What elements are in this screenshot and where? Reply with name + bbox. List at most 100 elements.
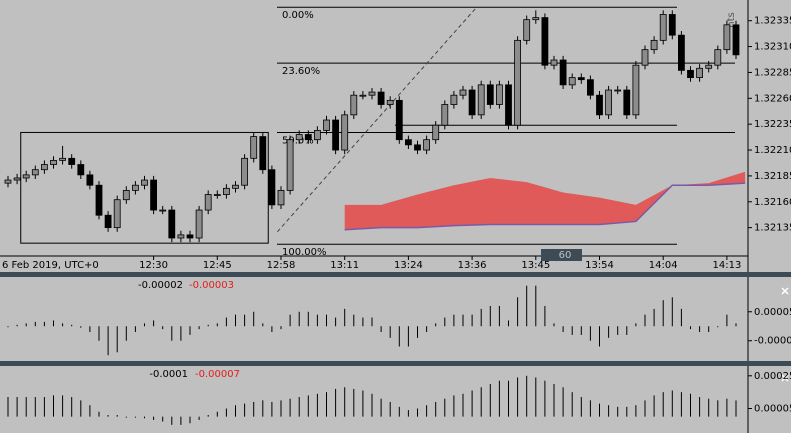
indicator-value: -0.00007 (195, 369, 240, 380)
candle-body (596, 94, 603, 116)
close-indicator[interactable] (781, 374, 789, 382)
candle-body (4, 179, 12, 184)
candle-body (468, 89, 476, 116)
y-tick-label: -0.00005 (754, 336, 791, 347)
candle-body (550, 59, 558, 66)
candle-body (532, 17, 540, 21)
y-tick-label: 1.32285 (754, 67, 791, 78)
candle-body (404, 139, 412, 146)
x-tick-label: 12:30 (139, 260, 168, 271)
panel-separator[interactable] (0, 361, 791, 366)
candle-body (204, 194, 212, 211)
indicator-value: -0.00002 (138, 280, 183, 291)
candle-body (195, 209, 203, 239)
candle-body (541, 17, 549, 66)
x-tick-label: 13:54 (585, 260, 614, 271)
candle-body (141, 179, 148, 186)
candle-body (323, 119, 330, 131)
y-tick-label: 1.32260 (754, 93, 791, 104)
x-tick-label: 13:36 (458, 260, 487, 271)
cloud-edge (344, 182, 746, 231)
candle-body (222, 187, 230, 195)
y-tick-label: 1.32160 (754, 197, 791, 208)
candle-body (77, 164, 85, 176)
candle-body (505, 84, 512, 126)
candle-body (50, 159, 57, 165)
y-tick-label: 1.32185 (754, 171, 791, 182)
candle-body (395, 99, 403, 141)
candle-body (104, 214, 112, 229)
y-tick-label: 0.00005 (754, 403, 791, 414)
y-tick-label: 1.32210 (754, 145, 791, 156)
y-tick-label: 1.32135 (754, 223, 791, 234)
indicator-value: -0.0001 (149, 369, 188, 380)
period-box (541, 249, 582, 261)
candle-body (277, 189, 285, 206)
x-tick-label: 13:45 (521, 260, 550, 271)
candle-body (250, 136, 258, 159)
x-tick-label: 13:11 (330, 260, 359, 271)
candle-body (131, 184, 139, 191)
candle-body (668, 14, 676, 36)
trend-line (276, 6, 478, 233)
candle-body (486, 84, 494, 105)
candle-body (368, 91, 376, 96)
candle-body (514, 39, 521, 126)
candle-body (22, 174, 30, 179)
candle-body (41, 164, 48, 171)
candle-body (723, 24, 731, 51)
date-label: 6 Feb 2019, UTC+0 (2, 260, 99, 271)
y-tick-label: 1.32235 (754, 119, 791, 130)
candle-body (241, 157, 249, 186)
candle-body (68, 157, 76, 165)
candle-body (705, 64, 713, 69)
y-tick-label: 0.00005 (754, 307, 791, 318)
candle-body (641, 49, 649, 66)
candle-body (341, 114, 349, 151)
candle-body (605, 89, 612, 116)
candle-body (714, 49, 722, 66)
candle-body (495, 84, 503, 105)
candle-body (386, 99, 394, 105)
y-tick-label: 1.32310 (754, 42, 791, 53)
x-tick-label: 13:24 (394, 260, 423, 271)
panel-separator[interactable] (0, 272, 791, 277)
close-indicator[interactable] (781, 287, 789, 295)
candle-body (13, 177, 21, 181)
candle-body (450, 94, 458, 105)
candle-body (313, 129, 321, 141)
period-label: 60 (559, 250, 572, 261)
candle-body (177, 234, 185, 239)
candle-body (623, 89, 631, 116)
y-tick-label: 1.32335 (754, 16, 791, 27)
candle-body (168, 209, 176, 239)
candle-body (232, 184, 239, 189)
x-tick-label: 14:04 (649, 260, 678, 271)
corner-label: nts (726, 12, 737, 27)
candle-body (59, 157, 66, 161)
x-tick-label: 12:45 (203, 260, 232, 271)
fib-label: 23.60% (282, 66, 320, 77)
candle-body (377, 91, 385, 105)
candle-body (441, 104, 449, 126)
x-tick-label: 12:58 (267, 260, 296, 271)
candle-body (432, 124, 440, 141)
candle-body (86, 174, 94, 186)
candle-body (577, 77, 585, 81)
candle-body (559, 59, 567, 86)
candle-body (696, 67, 703, 79)
candle-body (259, 136, 267, 171)
candle-body (687, 69, 694, 79)
candle-body (614, 89, 622, 92)
candle-body (332, 119, 340, 151)
candle-body (159, 209, 167, 212)
candle-body (268, 169, 276, 206)
candle-body (213, 194, 221, 196)
indicator-value: -0.00003 (189, 280, 234, 291)
candle-body (31, 169, 39, 176)
candle-body (295, 134, 303, 141)
candle-body (122, 189, 130, 201)
candle-body (286, 139, 294, 191)
candle-body (459, 89, 467, 96)
